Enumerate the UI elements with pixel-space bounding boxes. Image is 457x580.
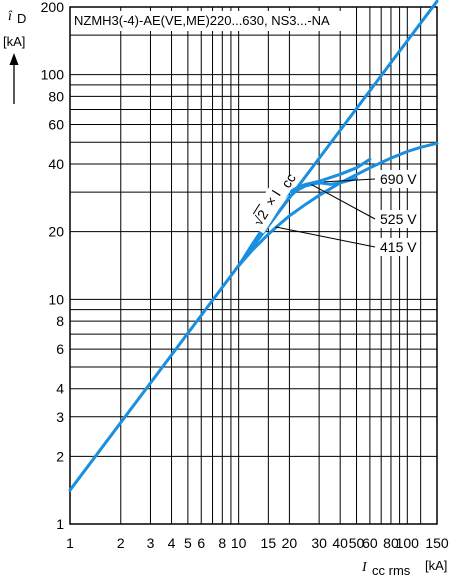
x-tick-label: 8: [218, 535, 226, 551]
y-tick-label: 10: [48, 291, 64, 307]
x-tick-label: 20: [282, 535, 298, 551]
radical-overbar: [252, 203, 261, 215]
x-tick-label: 40: [332, 535, 348, 551]
y-tick-label: 80: [48, 88, 64, 104]
x-tick-label: 6: [197, 535, 205, 551]
x-tick-label: 4: [168, 535, 176, 551]
x-tick-label: 15: [261, 535, 277, 551]
x-tick-label: 3: [147, 535, 155, 551]
x-axis-label-main: I: [361, 560, 368, 575]
grid: [69, 6, 438, 525]
x-tick-label: 50: [349, 535, 365, 551]
reference-label-background: [246, 170, 297, 234]
x-tick-label: 2: [117, 535, 125, 551]
y-tick-label: 4: [56, 381, 64, 397]
y-tick-label: 20: [48, 224, 64, 240]
leader-line: [275, 226, 376, 248]
chart-title: NZMH3(-4)-AE(VE,ME)220...630, NS3...-NA: [74, 13, 330, 28]
series-label: 525 V: [380, 211, 417, 227]
y-tick-label: 100: [41, 67, 65, 83]
series-label-background: [378, 238, 420, 256]
series-label-background: [378, 170, 420, 188]
y-tick-label: 8: [56, 313, 64, 329]
y-axis-label-sub: D: [17, 11, 26, 26]
title-background: [72, 11, 354, 31]
series-label: 415 V: [380, 239, 417, 255]
y-tick-label: 200: [41, 0, 65, 15]
y-axis-label-unit: [kA]: [3, 34, 25, 49]
x-tick-label: 150: [425, 535, 449, 551]
series-label: 690 V: [380, 171, 417, 187]
x-axis-label-unit: [kA]: [425, 558, 447, 573]
x-tick-label: 60: [362, 535, 378, 551]
series-annotations: √2× Icc 690 V 525 V 415 V: [246, 170, 420, 256]
y-tick-label: 6: [56, 341, 64, 357]
y-tick-label: 1: [56, 516, 64, 532]
reference-label-rest: × I: [262, 187, 284, 209]
leader-line: [311, 184, 376, 220]
y-tick-label: 2: [56, 448, 64, 464]
series-label-background: [378, 210, 420, 228]
y-tick-label: 40: [48, 156, 64, 172]
x-tick-label: 1: [66, 535, 74, 551]
y-tick-label: 3: [56, 409, 64, 425]
x-tick-label: 10: [231, 535, 247, 551]
x-tick-label: 80: [383, 535, 399, 551]
y-axis-arrow-head: [9, 53, 19, 65]
leader-line: [323, 178, 376, 183]
x-tick-label: 30: [311, 535, 327, 551]
y-axis-label-main: î: [8, 9, 13, 24]
x-tick-label: 5: [184, 535, 192, 551]
y-tick-label: 60: [48, 116, 64, 132]
reference-line-label: √2× Icc: [246, 170, 299, 234]
x-axis-label-sub: cc rms: [372, 563, 411, 578]
x-tick-label: 100: [396, 535, 420, 551]
series-line-415v: [237, 141, 439, 268]
